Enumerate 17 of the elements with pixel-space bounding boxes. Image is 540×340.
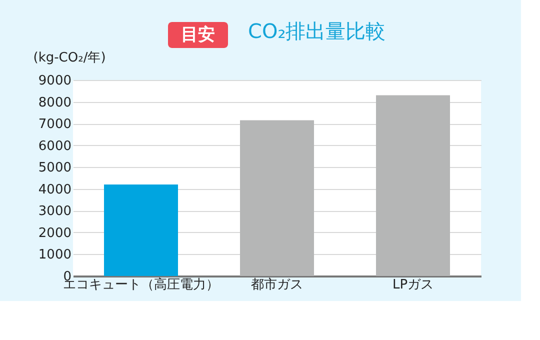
y-tick-label: 1000 <box>38 248 72 263</box>
y-tick-label: 7000 <box>38 117 72 132</box>
y-tick-label: 6000 <box>38 138 72 154</box>
y-tick-label: 8000 <box>38 95 72 110</box>
x-tick-label: 都市ガス <box>251 278 303 292</box>
chart-title: CO₂排出量比較 <box>248 19 386 43</box>
y-axis-title: (kg-CO₂/年) <box>33 50 106 66</box>
bar <box>104 184 178 276</box>
text: 目安 <box>181 25 215 45</box>
y-tick-label: 2000 <box>38 226 72 241</box>
bar <box>376 95 450 276</box>
y-tick-label: 9000 <box>38 74 72 88</box>
y-tick-label: 5000 <box>38 160 72 176</box>
x-tick-label: LPガス <box>392 278 434 292</box>
y-tick-label: 3000 <box>38 204 72 220</box>
y-tick-label: 4000 <box>38 182 72 198</box>
bar <box>240 120 314 276</box>
